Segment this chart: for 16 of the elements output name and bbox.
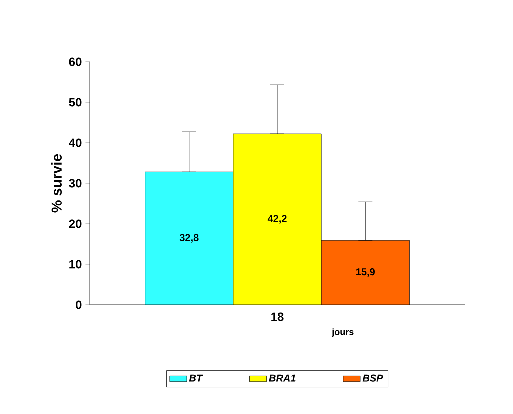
y-tick-label: 20 — [69, 220, 82, 228]
x-tick-label: 18 — [272, 312, 284, 322]
legend-label: BRA1 — [269, 374, 296, 382]
legend-label: BSP — [362, 374, 384, 382]
legend-label: BT — [189, 374, 204, 382]
data-label: 15,9 — [356, 268, 375, 278]
x-axis-title: jours — [332, 328, 354, 338]
y-tick-label: 30 — [69, 179, 82, 188]
data-label: 32,8 — [180, 234, 199, 243]
y-tick-label: 10 — [70, 260, 82, 269]
y-tick-label: 40 — [69, 138, 82, 148]
y-tick-label: 60 — [69, 58, 82, 66]
data-label: 42,2 — [268, 215, 287, 224]
y-tick-label: 50 — [69, 98, 82, 107]
y-axis-title: % survie — [51, 154, 62, 213]
y-tick-label: 0 — [76, 300, 82, 310]
